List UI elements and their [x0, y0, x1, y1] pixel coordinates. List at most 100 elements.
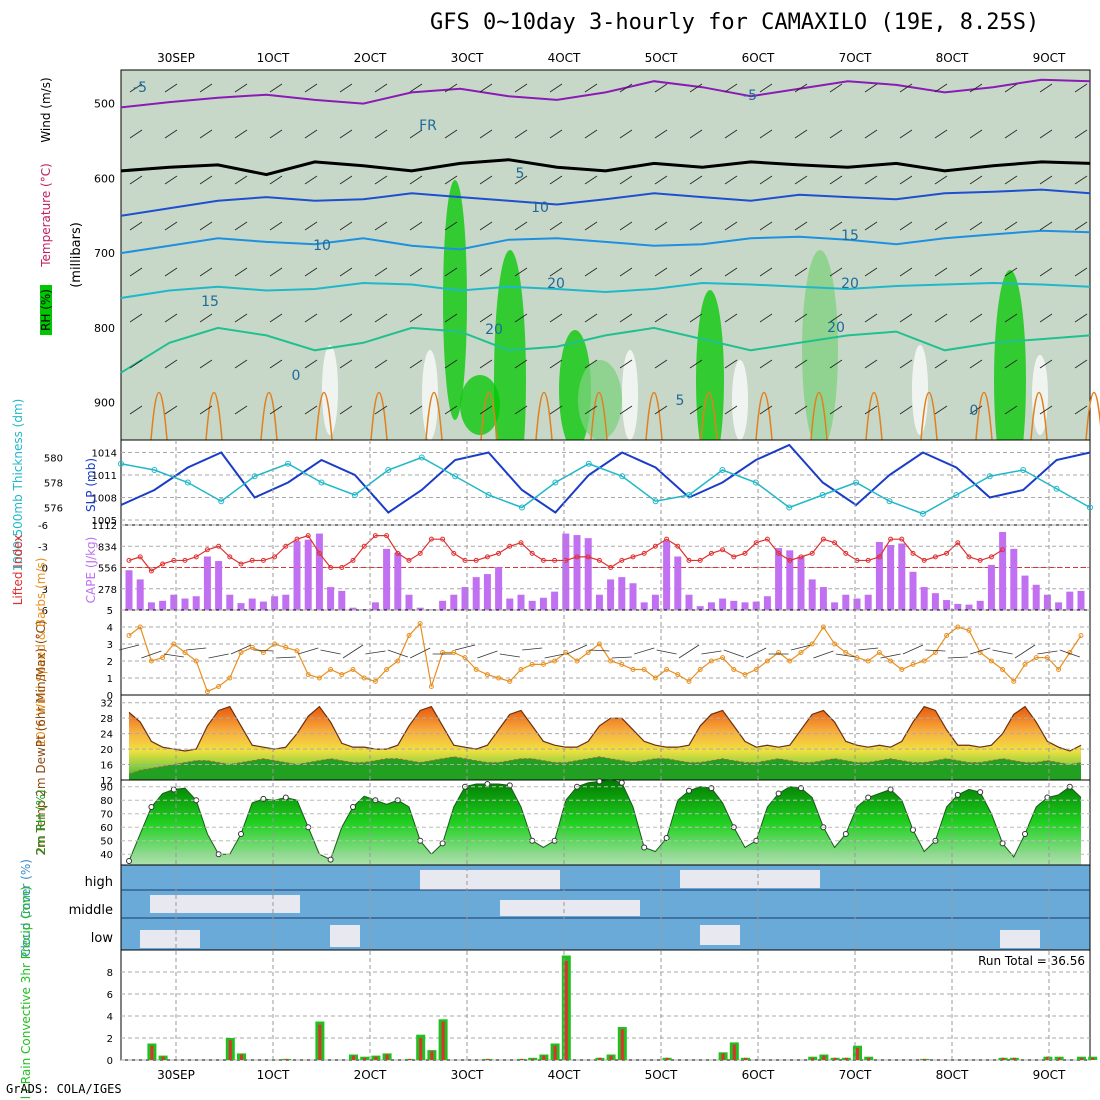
wind-barb	[689, 405, 703, 415]
wind-barb	[304, 267, 318, 277]
lifted-index-point	[708, 550, 714, 556]
wind-barb	[584, 267, 598, 277]
isotherm-25	[920, 391, 938, 441]
wind-barb	[689, 267, 703, 277]
wind-barb	[253, 649, 274, 652]
wind-barb	[339, 267, 353, 277]
isotherm-25	[1085, 391, 1100, 441]
cape-bar	[159, 600, 167, 610]
cape-bar	[752, 601, 760, 610]
wind-barb	[619, 313, 633, 323]
lifted-index-point	[496, 550, 502, 556]
wind-barb	[549, 221, 563, 231]
wind-barb	[199, 405, 213, 415]
wind-barb	[654, 129, 668, 139]
rh-area	[129, 780, 1081, 865]
date-label-top: 30SEP	[157, 51, 195, 65]
wind-barb	[619, 83, 633, 93]
pressure-tick-label: 500	[94, 98, 115, 111]
wind-barb	[1039, 267, 1053, 277]
slp-tick-label: 1005	[92, 516, 117, 527]
wind-speed-point	[216, 684, 222, 689]
contour-label: 20	[485, 322, 503, 338]
wind-barb	[444, 175, 458, 185]
cape-bar	[551, 591, 559, 610]
lifted-index-point	[910, 550, 916, 556]
cape-bar	[607, 579, 615, 610]
temperature-legend-label: Temperature (°C)	[39, 163, 53, 268]
contour-label: 10	[531, 200, 549, 216]
wind-barb	[794, 221, 808, 231]
wind-barb	[969, 83, 983, 93]
precip-tick-label: 4	[107, 1012, 113, 1023]
lifted-index-point	[428, 536, 434, 542]
cape-bar	[808, 579, 816, 610]
thickness-point	[485, 492, 492, 498]
lifted-index-point	[944, 550, 950, 556]
lifted-index-point	[764, 536, 770, 542]
wind-barb	[387, 649, 408, 658]
wind-barb	[522, 647, 543, 651]
cape-bar	[562, 533, 570, 610]
wind-barb	[829, 221, 843, 231]
wind-barb	[514, 313, 528, 323]
wind-barb	[654, 405, 668, 415]
wind-speed-point	[798, 650, 804, 655]
date-label-bottom: 7OCT	[839, 1068, 872, 1082]
convective-bar	[1046, 1056, 1050, 1060]
wind-barb	[829, 405, 843, 415]
wind-barb	[1039, 83, 1053, 93]
convective-bar	[811, 1057, 815, 1060]
contour-label: 20	[827, 320, 845, 336]
wind-barb	[186, 647, 207, 651]
cape-bar	[259, 601, 267, 610]
wind-barb	[899, 359, 913, 369]
lifted-index-point	[955, 540, 961, 546]
wind-barb	[514, 405, 528, 415]
lifted-index-tick-label: 0	[42, 564, 48, 575]
wind-barb	[611, 656, 632, 659]
cape-bar	[483, 574, 491, 610]
cape-bar	[1043, 594, 1051, 610]
isotherm-25	[480, 391, 498, 441]
cape-bar	[719, 598, 727, 610]
wind-barb	[759, 221, 773, 231]
contour-label: 15	[841, 228, 859, 244]
convective-bar	[284, 1058, 288, 1060]
wind-barb	[409, 175, 423, 185]
isotherm-25	[425, 391, 443, 441]
lifted-index-point	[328, 565, 334, 570]
thickness-point	[652, 498, 659, 505]
wind-barb	[409, 129, 423, 139]
thickness-line	[120, 456, 1091, 515]
wind-speed-point	[350, 667, 356, 672]
wind-speed-point	[1022, 661, 1028, 667]
convective-bar	[486, 1058, 490, 1060]
wind-barb	[689, 129, 703, 139]
thickness-point	[1020, 467, 1027, 473]
wind-tick-label: 4	[107, 623, 113, 634]
run-total-label: Run Total = 36.56	[978, 954, 1085, 968]
date-label-bottom: 4OCT	[548, 1068, 581, 1082]
wind-barb	[269, 221, 283, 231]
cape-bar	[192, 596, 200, 610]
wind-barb	[794, 405, 808, 415]
contour-label: -5	[133, 80, 147, 96]
lifted-index-point	[664, 536, 670, 542]
convective-bar	[363, 1057, 367, 1060]
wind-barb	[365, 650, 386, 655]
lifted-index-point	[260, 557, 266, 563]
cape-bar	[707, 602, 715, 610]
convective-bar	[867, 1057, 871, 1060]
wind-speed-point	[742, 672, 748, 678]
wind-barb	[269, 405, 283, 415]
rh-point	[686, 787, 692, 794]
rh-point	[977, 789, 984, 796]
cape-bar	[271, 596, 279, 610]
wind-barb	[584, 359, 598, 369]
convective-bar	[520, 1058, 523, 1060]
rh-point	[865, 794, 872, 801]
wind-speed-point	[720, 655, 726, 661]
wind-speed-point	[428, 684, 434, 689]
wind-barb	[759, 313, 773, 323]
